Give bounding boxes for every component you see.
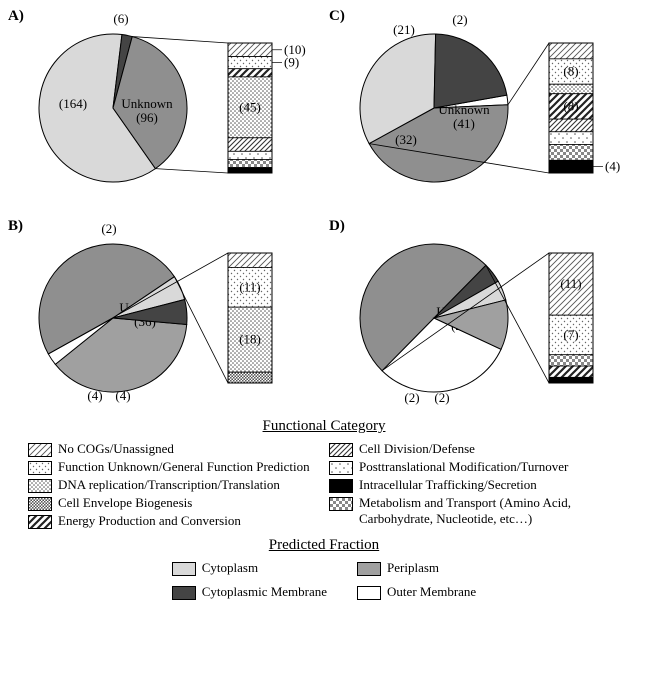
legend-item-label: Cell Envelope Biogenesis [58, 495, 192, 511]
panel-B: B) (28)(2)Unknown(36)(4)(4)(11)(18) [8, 218, 319, 408]
panel-B-label: B) [8, 218, 23, 235]
svg-text:(2): (2) [101, 221, 116, 236]
legend-item-label: Cell Division/Defense [359, 441, 475, 457]
legend-item-cell_division: Cell Division/Defense [329, 441, 620, 457]
svg-text:(96): (96) [136, 110, 158, 125]
fraction-item-outer_membrane: Outer Membrane [357, 584, 476, 600]
svg-text:(4): (4) [115, 388, 130, 403]
svg-text:(11): (11) [560, 276, 581, 291]
svg-text:Unknown: Unknown [121, 96, 173, 111]
legend-item-label: Posttranslational Modification/Turnover [359, 459, 568, 475]
fraction-item-label: Cytoplasm [202, 560, 258, 576]
panel-C-svg: (2)Unknown(41)(32)(21)(8)(8)(4) [329, 8, 639, 198]
legend-item-intracellular: Intracellular Trafficking/Secretion [329, 477, 620, 493]
svg-text:(6): (6) [113, 11, 128, 26]
fraction-legend-title: Predicted Fraction [8, 537, 640, 554]
panel-D-label: D) [329, 218, 345, 235]
panel-A-svg: (164)(6)Unknown(96)(10)(9)(45) [8, 8, 318, 198]
panels-grid: A) (164)(6)Unknown(96)(10)(9)(45) C) (2)… [8, 8, 640, 408]
fraction-item-label: Outer Membrane [387, 584, 476, 600]
fraction-item-cytoplasmic_membrane: Cytoplasmic Membrane [172, 584, 327, 600]
panel-D: D) (14)Unknown(23)(2)(2)(11)(7) [329, 218, 640, 408]
svg-text:(41): (41) [453, 116, 475, 131]
legend-item-label: DNA replication/Transcription/Translatio… [58, 477, 280, 493]
legend-item-no_cogs: No COGs/Unassigned [28, 441, 319, 457]
legend-item-dna_rep: DNA replication/Transcription/Translatio… [28, 477, 319, 493]
svg-text:(2): (2) [452, 12, 467, 27]
svg-text:(8): (8) [563, 98, 578, 113]
svg-text:(32): (32) [395, 132, 417, 147]
svg-text:(2): (2) [434, 390, 449, 405]
fraction-item-label: Periplasm [387, 560, 439, 576]
panel-D-svg: (14)Unknown(23)(2)(2)(11)(7) [329, 218, 639, 408]
legend-item-posttrans: Posttranslational Modification/Turnover [329, 459, 620, 475]
fraction-legend: Cytoplasm Cytoplasmic Membrane Periplasm Ou… [8, 558, 640, 602]
svg-text:(7): (7) [563, 327, 578, 342]
svg-text:(4): (4) [605, 159, 620, 174]
fraction-item-periplasm: Periplasm [357, 560, 476, 576]
svg-text:(18): (18) [239, 332, 261, 347]
svg-text:(164): (164) [59, 96, 87, 111]
panel-C-label: C) [329, 8, 345, 25]
legend-item-function_unknown: Function Unknown/General Function Predic… [28, 459, 319, 475]
functional-legend-title: Functional Category [8, 418, 640, 435]
svg-text:(4): (4) [87, 388, 102, 403]
legend-item-label: Energy Production and Conversion [58, 513, 241, 529]
legend-item-label: Metabolism and Transport (Amino Acid, Ca… [359, 495, 620, 526]
svg-text:(11): (11) [239, 279, 260, 294]
legend-item-metabolism: Metabolism and Transport (Amino Acid, Ca… [329, 495, 620, 526]
functional-legend: No COGs/Unassigned Function Unknown/Gener… [8, 439, 640, 531]
svg-text:(2): (2) [404, 390, 419, 405]
panel-B-svg: (28)(2)Unknown(36)(4)(4)(11)(18) [8, 218, 318, 408]
fraction-item-cytoplasm: Cytoplasm [172, 560, 327, 576]
svg-text:(45): (45) [239, 99, 261, 114]
svg-text:(9): (9) [284, 55, 299, 70]
legend-item-label: Function Unknown/General Function Predic… [58, 459, 310, 475]
legend-item-cell_envelope: Cell Envelope Biogenesis [28, 495, 319, 511]
legend-item-label: Intracellular Trafficking/Secretion [359, 477, 537, 493]
panel-C: C) (2)Unknown(41)(32)(21)(8)(8)(4) [329, 8, 640, 198]
panel-A: A) (164)(6)Unknown(96)(10)(9)(45) [8, 8, 319, 198]
panel-A-label: A) [8, 8, 24, 25]
legend-item-label: No COGs/Unassigned [58, 441, 174, 457]
svg-text:(8): (8) [563, 64, 578, 79]
fraction-item-label: Cytoplasmic Membrane [202, 584, 327, 600]
svg-text:(21): (21) [393, 22, 415, 37]
legend-item-energy: Energy Production and Conversion [28, 513, 319, 529]
